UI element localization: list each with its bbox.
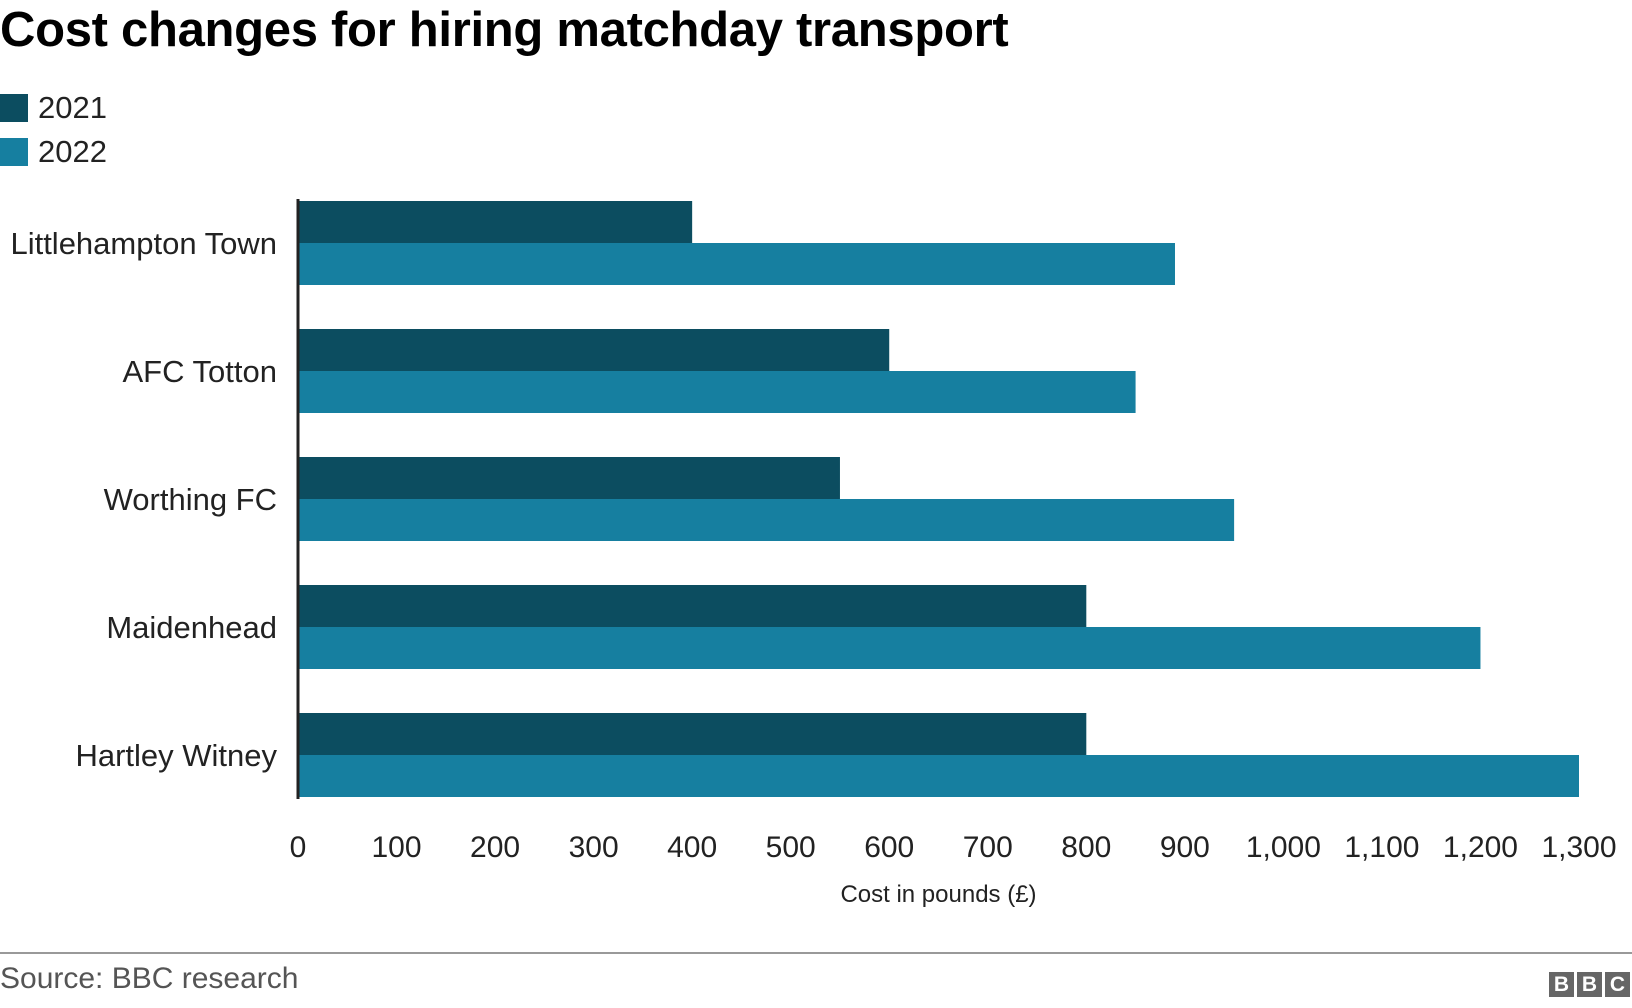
x-axis-label: Cost in pounds (£) [840, 881, 1036, 908]
legend-label-2021: 2021 [38, 90, 107, 125]
category-label: Littlehampton Town [10, 226, 277, 261]
x-tick-label: 600 [864, 831, 914, 864]
bar-2021 [298, 457, 840, 499]
bar-2021 [298, 585, 1087, 627]
bbc-logo: B B C [1549, 972, 1630, 997]
x-tick-label: 200 [470, 831, 520, 864]
legend-swatch-2021 [0, 94, 28, 122]
x-tick-label: 400 [667, 831, 717, 864]
bar-2022 [298, 499, 1235, 541]
bar-2022 [298, 243, 1175, 285]
bar-2021 [298, 329, 890, 371]
x-tick-label: 500 [766, 831, 816, 864]
category-label: Worthing FC [104, 482, 277, 517]
bar-2022 [298, 371, 1136, 413]
x-tick-label: 300 [569, 831, 619, 864]
bar-chart: Littlehampton Town AFC Totton Worthing FC M… [10, 199, 1617, 908]
bar-2021 [298, 201, 693, 243]
x-tick-label: 0 [290, 831, 307, 864]
bar-2022 [298, 627, 1481, 669]
footer-divider [0, 952, 1632, 954]
bbc-logo-letter: B [1577, 972, 1602, 997]
bar-2022 [298, 755, 1579, 797]
x-tick-label: 800 [1061, 831, 1111, 864]
legend-label-2022: 2022 [38, 134, 107, 169]
bbc-logo-letter: B [1549, 972, 1574, 997]
chart-title: Cost changes for hiring matchday transpo… [0, 3, 1009, 57]
legend: 2021 2022 [0, 86, 107, 174]
x-tick-label: 1,000 [1246, 831, 1321, 864]
source-note: Source: BBC research [0, 962, 299, 995]
legend-item-2022: 2022 [0, 130, 107, 174]
x-tick-label: 1,100 [1344, 831, 1419, 864]
category-label: Maidenhead [106, 610, 277, 645]
bbc-logo-letter: C [1605, 972, 1630, 997]
bar-2021 [298, 713, 1087, 755]
legend-item-2021: 2021 [0, 86, 107, 130]
category-label: Hartley Witney [75, 738, 277, 773]
x-tick-label: 100 [372, 831, 422, 864]
x-tick-label: 1,200 [1443, 831, 1518, 864]
category-label: AFC Totton [122, 354, 277, 389]
legend-swatch-2022 [0, 138, 28, 166]
x-tick-label: 700 [963, 831, 1013, 864]
x-tick-label: 900 [1160, 831, 1210, 864]
x-tick-label: 1,300 [1541, 831, 1616, 864]
